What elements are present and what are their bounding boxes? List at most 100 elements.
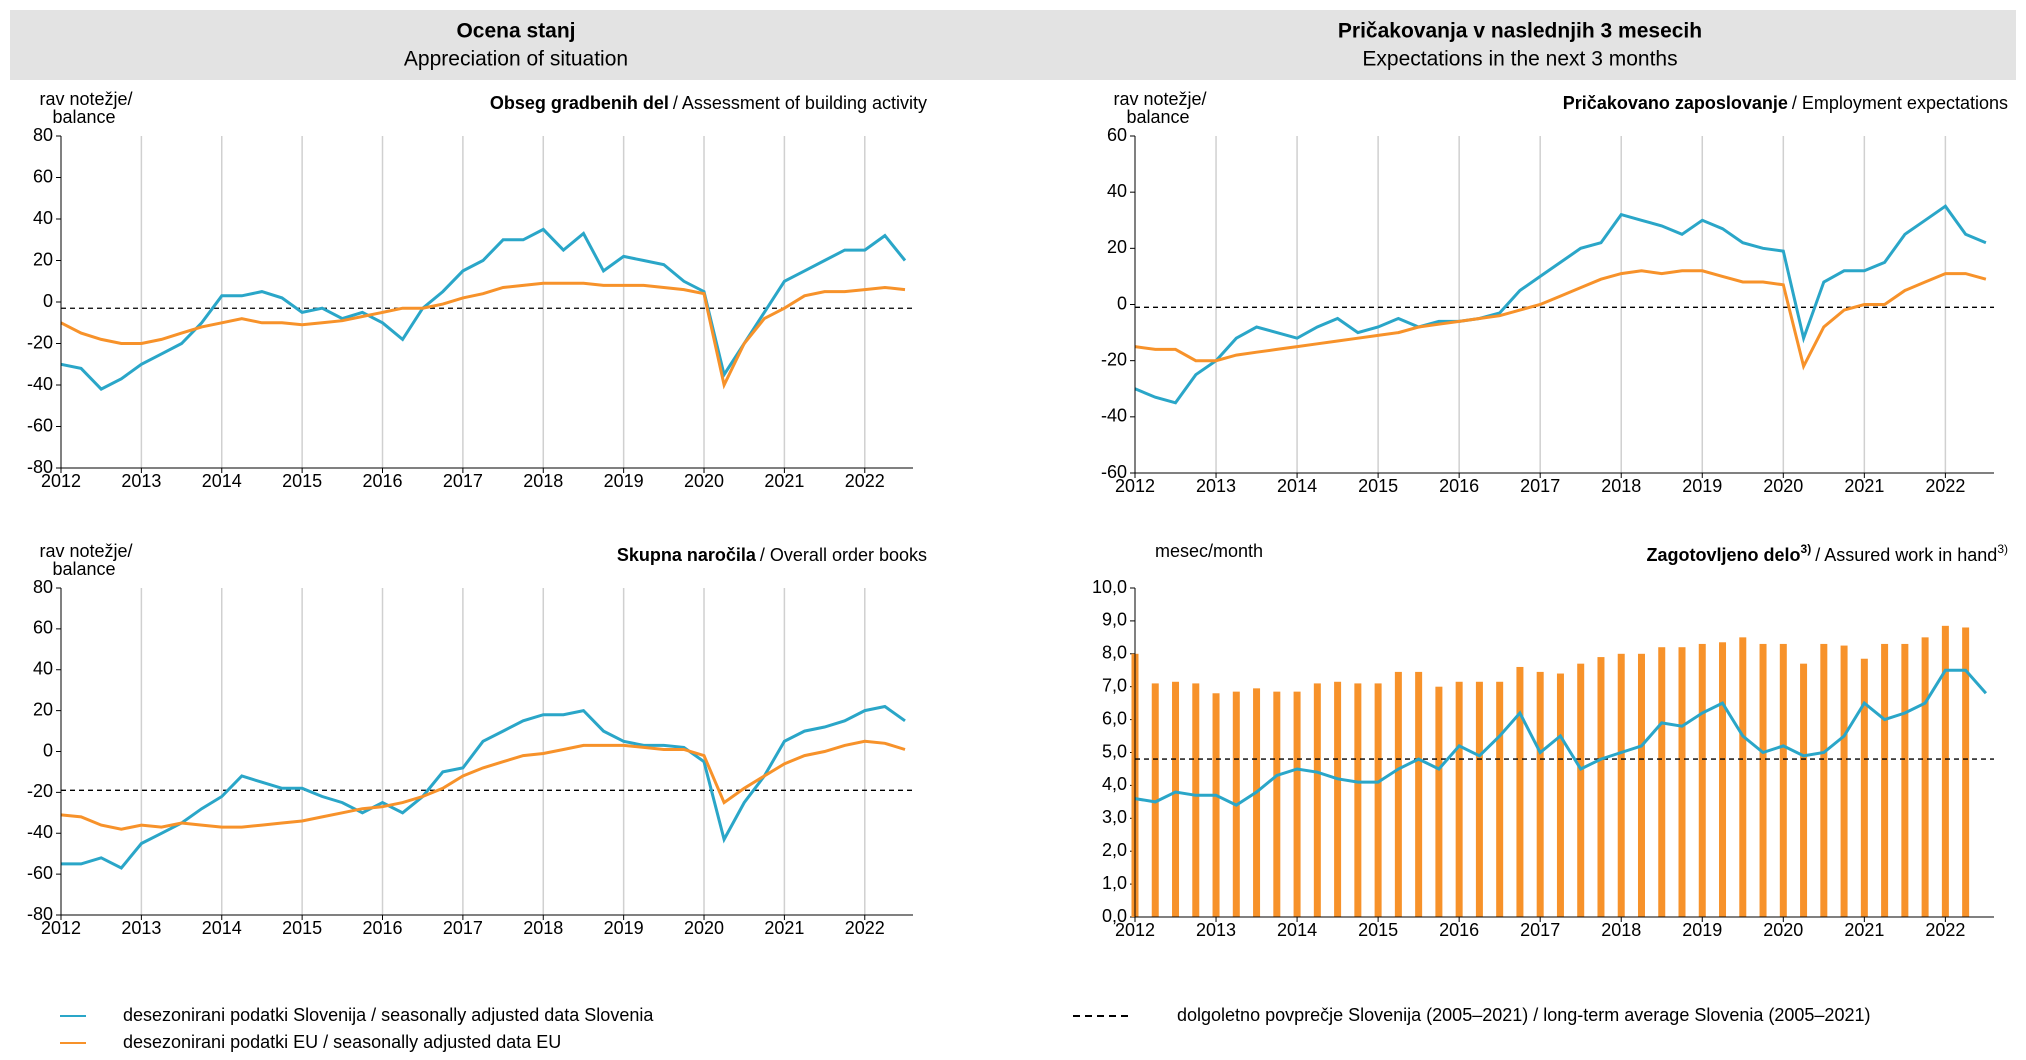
x-tick-label: 2014 [202, 471, 242, 491]
y-tick-label: -60 [27, 863, 53, 883]
bar [1840, 645, 1848, 917]
title-sub: / Assessment of building activity [673, 93, 927, 113]
x-tick-label: 2017 [1520, 476, 1560, 496]
x-tick-label: 2020 [1763, 920, 1803, 940]
y-tick-label: 40 [33, 208, 53, 228]
x-tick-label: 2021 [1844, 476, 1884, 496]
y-tick-label: -20 [1101, 349, 1127, 369]
x-tick-label: 2018 [1601, 476, 1641, 496]
bar [1435, 686, 1443, 917]
x-tick-label: 2014 [202, 918, 242, 938]
bar [1212, 693, 1220, 917]
x-tick-label: 2021 [1844, 920, 1884, 940]
legend-label: dolgoletno povprečje Slovenija (2005–202… [1177, 1005, 1870, 1025]
bar [1962, 627, 1970, 917]
series-line [1134, 269, 1987, 371]
x-tick-label: 2015 [282, 471, 322, 491]
header-subtitle: Appreciation of situation [404, 48, 628, 71]
x-tick-label: 2015 [1358, 920, 1398, 940]
y-axis-label: balance [1126, 107, 1189, 127]
y-tick-label: 10,0 [1092, 577, 1127, 597]
series-line [60, 281, 906, 390]
chart-title: Zagotovljeno delo3) / Assured work in han… [1647, 542, 2008, 565]
y-tick-label: 3,0 [1102, 807, 1127, 827]
series-line [60, 739, 906, 831]
x-tick-label: 2014 [1277, 476, 1317, 496]
y-tick-label: 9,0 [1102, 610, 1127, 630]
x-tick-label: 2019 [604, 918, 644, 938]
y-tick-label: -80 [27, 904, 53, 924]
bar [1293, 691, 1301, 917]
x-tick-label: 2018 [523, 918, 563, 938]
header-subtitle: Expectations in the next 3 months [1362, 48, 1677, 71]
bar [1779, 643, 1787, 917]
y-tick-label: 8,0 [1102, 643, 1127, 663]
bar [1313, 683, 1321, 917]
bar [1698, 643, 1706, 917]
series-line [60, 227, 907, 391]
bar [1253, 688, 1261, 917]
bar [1394, 671, 1402, 917]
y-tick-label: 60 [33, 618, 53, 638]
title-main: Skupna naročila [617, 545, 757, 565]
bar [1759, 643, 1767, 917]
title-sub: / Overall order books [760, 545, 927, 565]
x-tick-label: 2022 [1925, 920, 1965, 940]
x-tick-label: 2021 [764, 471, 804, 491]
y-tick-label: 2,0 [1102, 840, 1127, 860]
bar [1678, 647, 1686, 917]
bar [1941, 625, 1949, 917]
bar [1820, 643, 1828, 917]
y-axis-label: rav notežje/ [1113, 89, 1206, 109]
x-tick-label: 2016 [362, 918, 402, 938]
x-tick-label: 2012 [41, 471, 81, 491]
x-tick-label: 2017 [443, 471, 483, 491]
title-note: 3) [1801, 542, 1812, 556]
bar [1374, 683, 1382, 917]
bar [1273, 691, 1281, 917]
x-tick-label: 2012 [1115, 476, 1155, 496]
bar [1577, 663, 1585, 917]
bar [1617, 653, 1625, 917]
x-tick-label: 2013 [1196, 920, 1236, 940]
y-axis-label: rav notežje/ [39, 89, 132, 109]
x-tick-label: 2021 [764, 918, 804, 938]
bar [1637, 653, 1645, 917]
y-tick-label: -40 [27, 822, 53, 842]
bar [1172, 681, 1180, 917]
y-tick-label: -40 [1101, 406, 1127, 426]
y-axis-label: mesec/month [1155, 541, 1263, 561]
x-tick-label: 2020 [1763, 476, 1803, 496]
title-sub: / Assured work in hand [1815, 545, 1997, 565]
y-tick-label: 20 [33, 249, 53, 269]
title-main: Zagotovljeno delo [1647, 545, 1801, 565]
x-tick-label: 2016 [1439, 920, 1479, 940]
bar [1496, 681, 1504, 917]
y-tick-label: 20 [33, 699, 53, 719]
y-tick-label: 0 [1117, 293, 1127, 313]
header-title: Ocena stanj [456, 20, 575, 43]
bar [1800, 663, 1808, 917]
x-tick-label: 2022 [1925, 476, 1965, 496]
title-main: Pričakovano zaposlovanje [1563, 93, 1788, 113]
y-axis-label: rav notežje/ [39, 541, 132, 561]
y-axis-label: balance [52, 107, 115, 127]
x-tick-label: 2019 [604, 471, 644, 491]
x-tick-label: 2020 [684, 471, 724, 491]
y-tick-label: 40 [33, 659, 53, 679]
y-tick-label: 1,0 [1102, 873, 1127, 893]
series-line [61, 704, 906, 870]
y-tick-label: -60 [27, 415, 53, 435]
bar [1516, 666, 1524, 917]
chart-title: Obseg gradbenih del / Assessment of build… [490, 93, 927, 113]
x-tick-label: 2013 [1196, 476, 1236, 496]
title-main: Obseg gradbenih del [490, 93, 669, 113]
y-tick-label: 20 [1107, 237, 1127, 257]
bar [1901, 643, 1909, 917]
y-tick-label: 60 [1107, 125, 1127, 145]
y-tick-label: 0,0 [1102, 906, 1127, 926]
y-tick-label: -20 [27, 781, 53, 801]
y-tick-label: -80 [27, 457, 53, 477]
bar [1719, 642, 1727, 917]
